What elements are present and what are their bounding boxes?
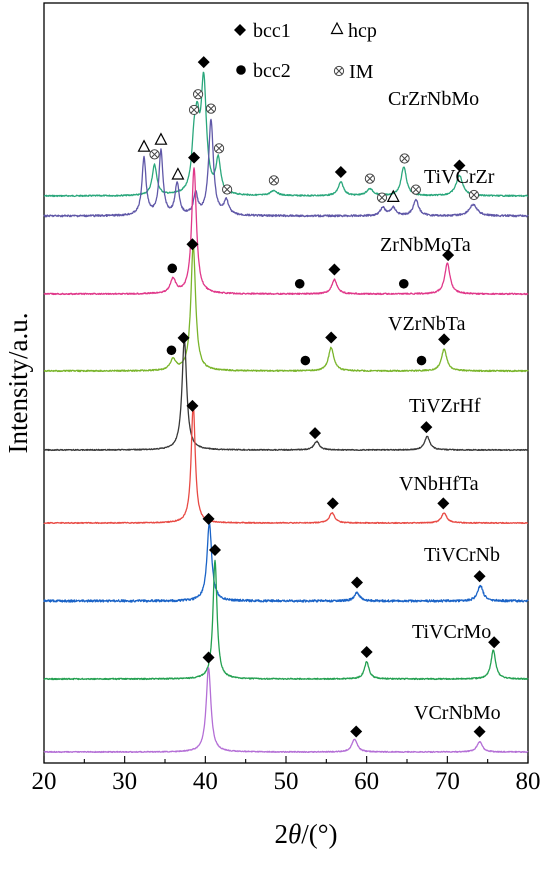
legend-marker-diamond bbox=[234, 24, 246, 36]
peak-marker-diamond-crzrnbmo-9 bbox=[453, 159, 466, 172]
peak-marker-circle-zrnbmota-0 bbox=[167, 263, 178, 274]
peak-marker-circle-zrnbmota-4 bbox=[398, 278, 409, 289]
peak-marker-diamond-zrnbmota-3 bbox=[328, 263, 341, 276]
peak-marker-diamond-vzrnbta-3 bbox=[325, 331, 338, 344]
legend-label-bcc2: bcc2 bbox=[253, 60, 291, 82]
x-axis-ticks: 20 30 40 50 60 70 80 bbox=[32, 756, 541, 795]
series-line-tivzrhf bbox=[43, 338, 529, 452]
peak-marker-diamond-tivcrmo-0 bbox=[209, 543, 222, 556]
peak-marker-diamond-vcrnbmo-1 bbox=[350, 725, 363, 738]
peak-marker-circle-zrnbmota-2 bbox=[294, 278, 305, 289]
peak-marker-diamond-tivcrnb-2 bbox=[473, 570, 486, 583]
peak-marker-diamond-tivzrhf-2 bbox=[420, 421, 433, 434]
peak-marker-otimes-crzrnbmo-0 bbox=[149, 149, 160, 160]
peak-marker-otimes-tivcrzr-8 bbox=[468, 189, 480, 201]
peak-marker-diamond-tivcrmo-1 bbox=[360, 645, 373, 658]
x-axis-title-symbol: θ bbox=[288, 819, 301, 849]
peak-marker-triangle-tivcrzr-6 bbox=[386, 189, 400, 202]
legend-label-im: IM bbox=[349, 61, 374, 83]
x-tick-label-40: 40 bbox=[193, 768, 218, 795]
series-label-tivcrnb: TiVCrNb bbox=[424, 544, 500, 566]
series-label-tivcrzr: TiVCrZr bbox=[424, 166, 495, 188]
series-layer bbox=[43, 71, 529, 754]
peak-marker-diamond-vcrnbmo-2 bbox=[473, 725, 486, 738]
x-tick-label-60: 60 bbox=[354, 768, 379, 795]
legend-label-bcc1: bcc1 bbox=[253, 20, 291, 42]
peak-marker-diamond-vcrnbmo-0 bbox=[202, 651, 215, 664]
series-line-tivcrzr bbox=[43, 118, 529, 218]
peak-marker-diamond-vnbhfta-1 bbox=[326, 497, 339, 510]
series-label-layer: CrZrNbMo TiVCrZr ZrNbMoTa VZrNbTa TiVZrHf VNb… bbox=[380, 88, 501, 724]
series-line-vzrnbta bbox=[43, 244, 529, 373]
peak-marker-diamond-vzrnbta-1 bbox=[186, 238, 199, 251]
series-line-tivcrmo bbox=[43, 559, 529, 681]
legend-marker-circle bbox=[236, 65, 246, 75]
peak-marker-diamond-vzrnbta-5 bbox=[438, 333, 451, 346]
series-line-crzrnbmo bbox=[43, 71, 529, 198]
peak-marker-otimes-crzrnbmo-1 bbox=[188, 104, 200, 116]
peak-marker-diamond-tivzrhf-1 bbox=[309, 427, 322, 440]
peak-marker-diamond-tivcrnb-1 bbox=[350, 576, 363, 589]
x-axis-title: 2θ/(°) bbox=[274, 819, 337, 849]
marker-layer bbox=[137, 56, 501, 738]
peak-marker-diamond-vnbhfta-2 bbox=[437, 497, 450, 510]
series-line-tivcrnb bbox=[43, 521, 529, 603]
x-tick-label-20: 20 bbox=[32, 768, 57, 795]
series-line-vcrnbmo bbox=[43, 667, 529, 754]
series-label-tivcrmo: TiVCrMo bbox=[412, 621, 491, 643]
peak-marker-otimes-crzrnbmo-5 bbox=[268, 175, 279, 186]
series-label-vnbhfta: VNbHfTa bbox=[399, 473, 479, 495]
plot-frame bbox=[43, 2, 529, 764]
legend-label-hcp: hcp bbox=[348, 20, 377, 42]
y-axis-title: Intensity/a.u. bbox=[3, 313, 33, 454]
peak-marker-diamond-zrnbmota-5 bbox=[442, 249, 455, 262]
peak-marker-triangle-tivcrzr-1 bbox=[154, 132, 168, 145]
series-label-vzrnbta: VZrNbTa bbox=[388, 313, 466, 335]
series-label-tivzrhf: TiVZrHf bbox=[409, 395, 481, 417]
peak-marker-triangle-tivcrzr-0 bbox=[137, 139, 151, 152]
peak-marker-circle-vzrnbta-2 bbox=[300, 355, 311, 366]
peak-marker-diamond-tivcrnb-0 bbox=[202, 512, 215, 525]
peak-marker-otimes-crzrnbmo-4 bbox=[213, 143, 225, 154]
series-label-zrnbmota: ZrNbMoTa bbox=[380, 234, 471, 256]
x-tick-label-80: 80 bbox=[516, 768, 541, 795]
series-label-crzrnbmo: CrZrNbMo bbox=[388, 88, 479, 110]
series-label-vcrnbmo: VCrNbMo bbox=[414, 702, 501, 724]
peak-marker-otimes-tivcrzr-7 bbox=[410, 184, 421, 195]
x-axis-title-prefix: 2 bbox=[274, 819, 288, 849]
x-tick-label-70: 70 bbox=[435, 768, 460, 795]
peak-marker-otimes-crzrnbmo-2 bbox=[192, 89, 204, 100]
peak-marker-diamond-crzrnbmo-3 bbox=[197, 56, 210, 69]
peak-marker-triangle-tivcrzr-2 bbox=[171, 167, 185, 180]
peak-marker-otimes-tivcrzr-5 bbox=[376, 192, 388, 203]
legend-marker-otimes bbox=[333, 65, 345, 77]
peak-marker-otimes-tivcrzr-4 bbox=[222, 184, 233, 195]
peak-marker-otimes-crzrnbmo-8 bbox=[399, 153, 410, 164]
peak-marker-diamond-vnbhfta-0 bbox=[186, 399, 199, 412]
peak-marker-diamond-tivcrmo-2 bbox=[488, 636, 501, 649]
peak-marker-otimes-crzrnbmo-7 bbox=[364, 173, 375, 184]
peak-marker-circle-vzrnbta-0 bbox=[166, 345, 177, 356]
series-line-zrnbmota bbox=[43, 167, 529, 296]
legend-marker-triangle bbox=[330, 21, 344, 35]
peak-marker-diamond-tivzrhf-0 bbox=[177, 331, 190, 344]
x-tick-label-30: 30 bbox=[112, 768, 137, 795]
x-tick-label-50: 50 bbox=[274, 768, 299, 795]
peak-marker-otimes-tivcrzr-3 bbox=[205, 103, 217, 114]
peak-marker-diamond-zrnbmota-1 bbox=[188, 151, 201, 164]
peak-marker-circle-vzrnbta-4 bbox=[416, 355, 427, 366]
legend: bcc1 hcp bcc2 IM bbox=[234, 20, 377, 83]
x-axis-title-unit: /(°) bbox=[301, 819, 337, 849]
peak-marker-diamond-crzrnbmo-6 bbox=[334, 166, 347, 179]
series-line-vnbhfta bbox=[43, 403, 529, 525]
